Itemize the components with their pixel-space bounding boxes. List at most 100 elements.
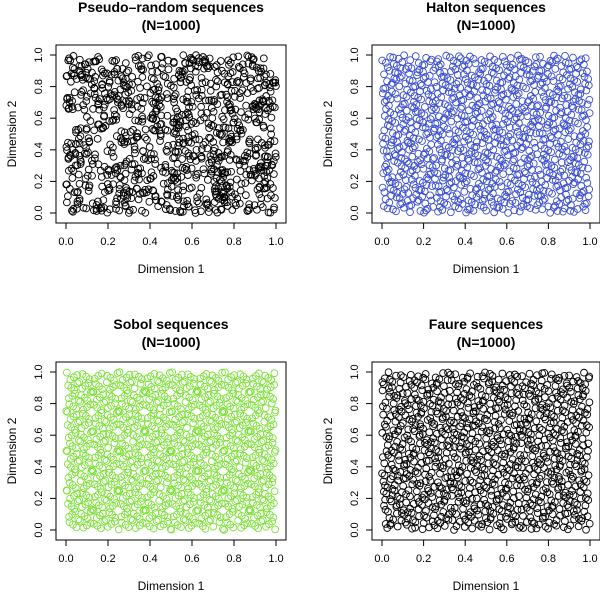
data-point — [226, 58, 235, 67]
data-point — [569, 53, 577, 62]
data-point — [470, 87, 479, 96]
data-point — [266, 180, 275, 188]
data-point — [82, 204, 91, 213]
data-point — [118, 74, 127, 83]
data-point — [235, 199, 244, 208]
data-point — [150, 150, 158, 158]
data-point — [256, 163, 265, 172]
data-point — [478, 139, 487, 148]
data-point — [512, 190, 520, 198]
data-point — [69, 166, 78, 175]
data-point — [138, 99, 147, 107]
y-tick-label: 0.2 — [33, 491, 45, 506]
data-point — [243, 51, 252, 60]
data-point — [76, 156, 85, 164]
data-point — [140, 94, 149, 102]
data-point — [218, 166, 227, 174]
data-point — [557, 108, 566, 117]
data-point — [536, 52, 544, 61]
data-point — [148, 97, 156, 106]
data-point — [437, 157, 446, 166]
data-point — [121, 74, 130, 83]
data-point — [105, 95, 114, 103]
data-point — [187, 98, 196, 106]
data-point — [547, 148, 556, 156]
data-point — [505, 102, 513, 111]
data-point — [169, 58, 178, 66]
data-point — [134, 195, 143, 204]
data-point — [68, 63, 77, 72]
data-point — [459, 146, 468, 155]
data-point — [461, 179, 469, 187]
data-point — [224, 124, 233, 133]
data-point — [125, 155, 134, 163]
data-point — [157, 52, 166, 61]
data-point — [217, 205, 226, 214]
scatter-points — [62, 51, 280, 217]
data-point — [62, 198, 71, 207]
data-point — [62, 72, 71, 81]
data-point — [120, 138, 129, 146]
data-point — [235, 160, 244, 169]
data-point — [209, 107, 218, 116]
data-point — [212, 182, 220, 190]
data-point — [191, 206, 199, 215]
data-point — [97, 206, 106, 215]
data-point — [534, 71, 543, 80]
data-point — [188, 102, 197, 111]
data-point — [447, 178, 456, 187]
data-point — [470, 158, 479, 167]
data-point — [259, 121, 268, 130]
data-point — [179, 186, 187, 195]
data-point — [179, 95, 188, 104]
data-point — [159, 179, 168, 188]
data-point — [80, 105, 89, 114]
data-point — [107, 70, 116, 79]
panel-title: Faure sequences — [429, 316, 544, 332]
data-point — [149, 115, 157, 123]
data-point — [138, 73, 147, 81]
data-point — [71, 140, 80, 149]
x-tick-label: 0.6 — [184, 236, 199, 248]
data-point — [94, 97, 102, 106]
data-point — [458, 123, 467, 132]
data-point — [182, 162, 191, 171]
data-point — [551, 125, 560, 134]
panel-subtitle: (N=1000) — [142, 334, 201, 350]
data-point — [432, 105, 440, 114]
data-point — [164, 56, 173, 65]
data-point — [427, 85, 435, 93]
y-tick-label: 0.8 — [33, 396, 45, 411]
data-point — [127, 86, 136, 95]
data-point — [91, 150, 99, 159]
plot-frame — [55, 44, 287, 224]
data-point — [72, 128, 80, 137]
data-point — [401, 155, 409, 164]
data-point — [150, 126, 158, 135]
data-point — [172, 104, 180, 113]
data-point — [231, 155, 240, 164]
data-point — [115, 185, 124, 193]
data-point — [191, 209, 200, 217]
data-point — [269, 157, 278, 166]
data-point — [453, 190, 461, 199]
data-point — [174, 195, 183, 204]
data-point — [129, 205, 138, 214]
data-point — [94, 100, 102, 109]
data-point — [161, 205, 170, 213]
data-point — [242, 191, 250, 199]
data-point — [98, 80, 107, 88]
data-point — [183, 200, 192, 209]
data-point — [256, 100, 265, 109]
data-point — [480, 194, 489, 203]
data-point — [523, 98, 532, 107]
data-point — [164, 185, 172, 194]
data-point — [153, 68, 162, 76]
x-tick-label: 0.2 — [100, 236, 115, 248]
x-axis-label: Dimension 1 — [453, 262, 520, 276]
data-point — [214, 156, 223, 165]
data-point — [433, 169, 442, 178]
data-point — [585, 109, 594, 117]
data-point — [244, 110, 253, 119]
